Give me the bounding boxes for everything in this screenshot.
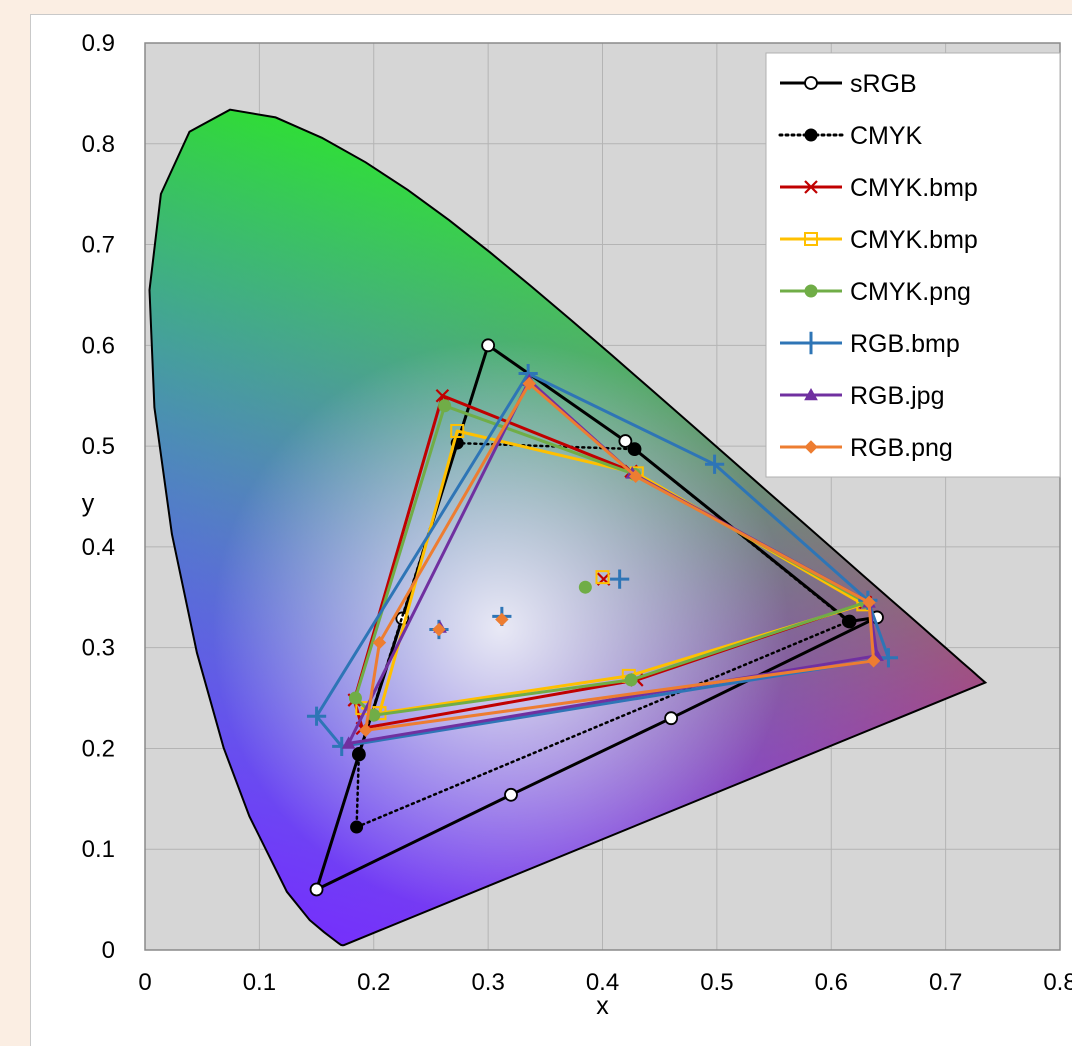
x-tick-label: 0	[138, 969, 151, 996]
legend-marker	[804, 76, 818, 90]
y-tick-label: 0.9	[82, 30, 115, 57]
data-point	[438, 399, 452, 413]
data-point	[350, 820, 364, 834]
y-tick-label: 0.5	[82, 433, 115, 460]
data-point	[504, 787, 518, 802]
white-point-marker	[495, 612, 509, 627]
legend-item: CMYK	[778, 122, 923, 150]
legend-item: RGB.png	[780, 434, 953, 462]
data-point	[624, 673, 638, 687]
chromaticity-chart: 0 0.1 0.2 0.3 0.4 0.5 0.6 0.7 0.8 0 0.1 0.2 0.3 0.4 0.…	[82, 30, 1072, 1020]
legend-label: CMYK.png	[850, 278, 971, 306]
data-point	[348, 691, 362, 705]
y-tick-label: 0	[102, 937, 115, 964]
x-tick-label: 0.2	[357, 969, 390, 996]
data-point	[878, 648, 899, 668]
data-point	[481, 338, 496, 353]
white-point-marker	[578, 580, 592, 594]
legend-item: RGB.jpg	[780, 382, 944, 410]
legend-label: sRGB	[850, 70, 917, 98]
legend: sRGB CMYK CMYK.bmp CMYK.bmp CMYK.png RGB.bmp R…	[765, 52, 1061, 478]
legend-item: CMYK.bmp	[780, 226, 978, 254]
data-point	[704, 454, 725, 474]
data-point	[628, 469, 643, 484]
legend-label: CMYK.bmp	[850, 226, 978, 254]
legend-item: CMYK.png	[780, 278, 971, 306]
legend-marker	[804, 232, 818, 246]
y-tick-label: 0.1	[82, 836, 115, 863]
y-tick-label: 0.3	[82, 635, 115, 662]
legend-item: CMYK.bmp	[780, 174, 978, 202]
legend-box	[765, 52, 1061, 478]
data-series	[306, 338, 899, 897]
series-line	[355, 441, 850, 829]
data-point	[450, 423, 465, 438]
y-tick-label: 0.7	[82, 232, 115, 259]
legend-label: CMYK	[850, 122, 923, 150]
legend-item: RGB.bmp	[780, 330, 960, 358]
white-point-marker	[432, 622, 446, 637]
data-point	[522, 376, 537, 391]
data-point	[309, 882, 324, 897]
legend-label: CMYK.bmp	[850, 174, 978, 202]
legend-marker	[799, 331, 823, 355]
data-point	[862, 595, 876, 610]
y-tick-label: 0.8	[82, 131, 115, 158]
white-point-marker	[595, 570, 610, 585]
data-point	[372, 635, 387, 650]
y-tick-label: 0.6	[82, 332, 115, 359]
x-tick-label: 0.6	[815, 969, 848, 996]
x-tick-label: 0.7	[929, 969, 962, 996]
legend-label: RGB.png	[850, 434, 953, 462]
y-tick-label: 0.2	[82, 735, 115, 762]
y-tick-label: 0.4	[82, 534, 115, 561]
data-point	[352, 746, 366, 760]
y-axis-label: y	[82, 490, 95, 518]
legend-item: sRGB	[780, 70, 917, 98]
data-point	[628, 442, 642, 456]
x-tick-label: 0.3	[471, 969, 504, 996]
data-point	[618, 434, 633, 448]
series-rgb-png-7	[359, 376, 881, 738]
legend-label: RGB.jpg	[850, 382, 944, 410]
legend-marker	[804, 180, 818, 194]
legend-marker	[804, 440, 818, 454]
data-point	[306, 706, 327, 726]
legend-marker	[804, 387, 818, 401]
white-point-marker	[610, 569, 630, 589]
x-tick-label: 0.8	[1043, 969, 1072, 996]
legend-label: RGB.bmp	[850, 330, 960, 358]
chart-frame: 0 0.1 0.2 0.3 0.4 0.5 0.6 0.7 0.8 0 0.1 0.2 0.3 0.4 0.…	[30, 14, 1072, 1046]
x-tick-label: 0.1	[243, 969, 276, 996]
x-tick-label: 0.5	[700, 969, 733, 996]
plot-border	[144, 42, 1061, 951]
legend-marker	[804, 128, 818, 142]
x-axis-label: x	[596, 992, 609, 1020]
data-point	[866, 654, 881, 668]
axis-ticks: 0 0.1 0.2 0.3 0.4 0.5 0.6 0.7 0.8 0 0.1 0.2 0.3 0.4 0.…	[82, 30, 1072, 996]
data-point	[664, 711, 679, 726]
data-point	[359, 723, 373, 738]
legend-marker	[804, 284, 818, 298]
data-point	[841, 614, 855, 628]
data-point	[341, 736, 356, 749]
series-cmyk-1	[350, 436, 855, 834]
x-tick-label: 0.4	[586, 969, 619, 996]
